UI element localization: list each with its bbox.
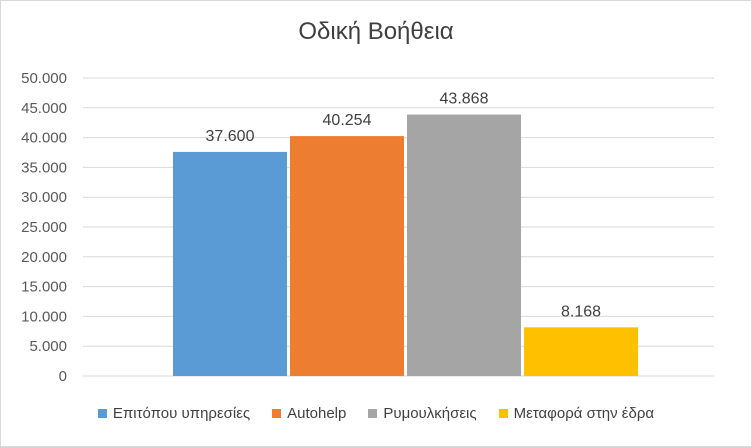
chart-title: Οδική Βοήθεια bbox=[298, 18, 454, 45]
y-tick-label: 10.000 bbox=[21, 308, 67, 325]
bar-0 bbox=[173, 151, 287, 376]
y-tick-label: 15.000 bbox=[21, 279, 67, 296]
legend-label-epitopou: Επιτόπου υπηρεσίες bbox=[112, 405, 251, 422]
legend-label-metafora: Μεταφορά στην έδρα bbox=[513, 405, 655, 422]
legend-item-epitopou: Επιτόπου υπηρεσίες bbox=[97, 405, 251, 422]
y-tick-label: 0 bbox=[59, 368, 67, 385]
legend-item-autohelp: Autohelp bbox=[272, 405, 346, 422]
y-tick-label: 35.000 bbox=[21, 159, 67, 176]
legend-swatch-metafora bbox=[498, 409, 508, 418]
legend-label-rymoulkiseis: Ρυμουλκήσεις bbox=[383, 405, 477, 422]
data-label-0: 37.600 bbox=[206, 128, 255, 145]
legend-item-metafora: Μεταφορά στην έδρα bbox=[498, 405, 655, 422]
data-label-3: 8.168 bbox=[561, 303, 601, 320]
legend-swatch-autohelp bbox=[272, 409, 282, 418]
y-tick-label: 5.000 bbox=[29, 338, 67, 355]
bar-3 bbox=[524, 327, 638, 376]
y-tick-label: 20.000 bbox=[21, 249, 67, 266]
y-tick-label: 40.000 bbox=[21, 130, 67, 147]
chart-legend: Επιτόπου υπηρεσίες Autohelp Ρυμουλκήσεις… bbox=[0, 405, 752, 422]
data-label-2: 43.868 bbox=[440, 91, 489, 108]
y-tick-label: 45.000 bbox=[21, 100, 67, 117]
legend-label-autohelp: Autohelp bbox=[287, 405, 347, 422]
legend-swatch-epitopou bbox=[97, 409, 107, 418]
legend-item-rymoulkiseis: Ρυμουλκήσεις bbox=[368, 405, 477, 422]
data-label-1: 40.254 bbox=[323, 112, 372, 129]
bar-1 bbox=[290, 136, 404, 376]
legend-swatch-rymoulkiseis bbox=[368, 409, 378, 418]
y-tick-label: 30.000 bbox=[21, 189, 67, 206]
bar-2 bbox=[407, 114, 521, 376]
y-tick-label: 25.000 bbox=[21, 219, 67, 236]
y-tick-label: 50.000 bbox=[21, 70, 67, 87]
